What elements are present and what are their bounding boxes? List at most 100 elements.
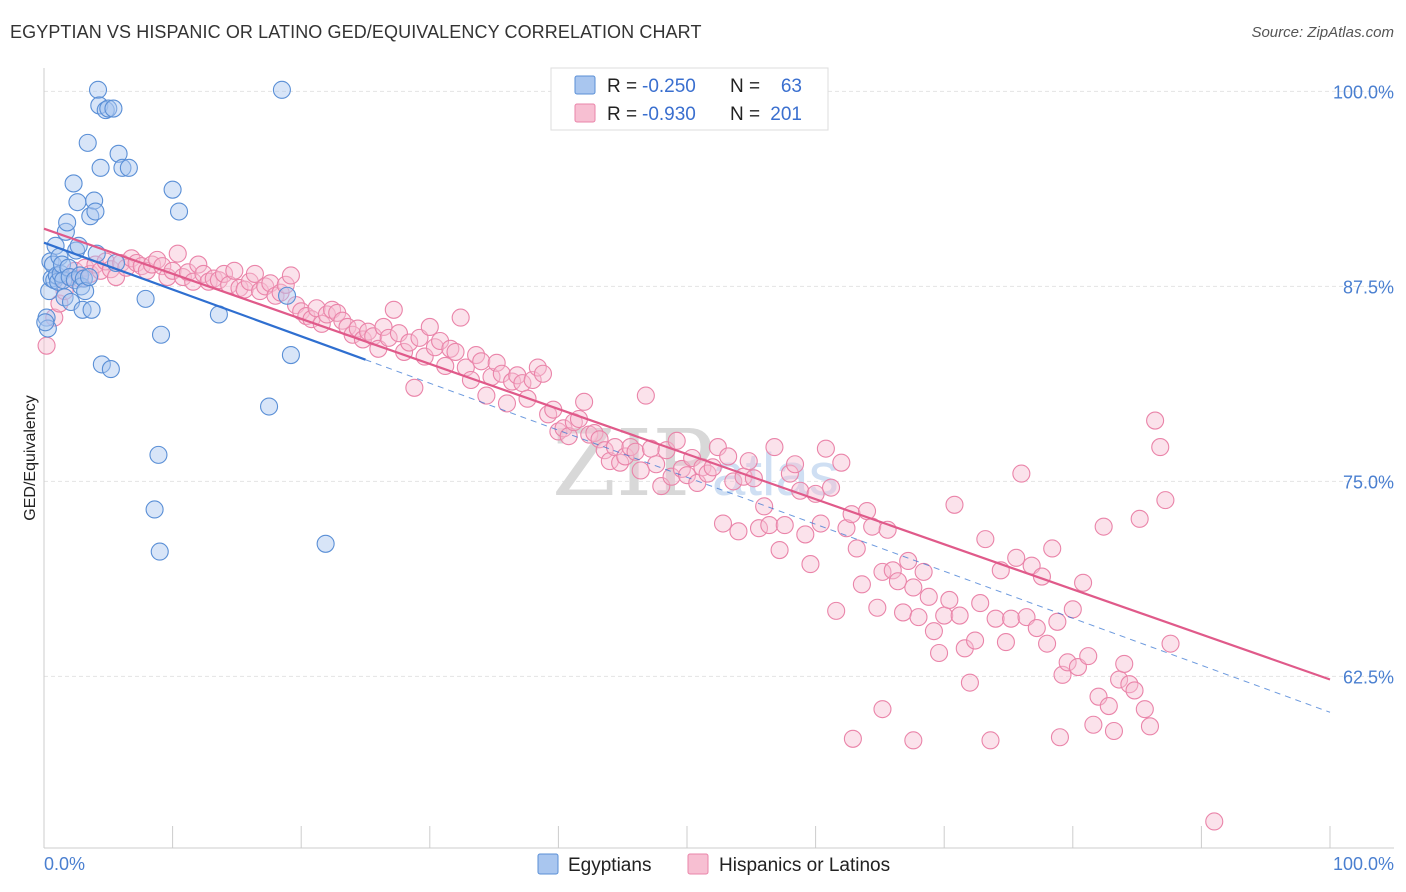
hispanic-point [1104, 721, 1124, 741]
hispanic-point [549, 422, 568, 441]
hispanic-point [1007, 548, 1026, 567]
egyptians-point [79, 267, 99, 287]
legend-swatch-egyptians [574, 75, 596, 95]
hispanic-point [1050, 728, 1069, 747]
hispanic-point [647, 455, 666, 474]
hispanic-point [1089, 687, 1108, 706]
hispanic-point [729, 522, 748, 541]
hispanic-point [755, 497, 774, 516]
hispanic-point [487, 353, 506, 372]
hispanic-point [708, 438, 727, 457]
legend-n-value-1: 63 [781, 76, 802, 97]
hispanic-point [225, 261, 244, 280]
legend-r-label-2: R = [607, 104, 637, 125]
hispanic-point [971, 594, 990, 613]
hispanic-point [883, 561, 902, 580]
hispanic-point [1027, 618, 1046, 638]
egyptians-point [119, 158, 138, 177]
egyptians-point [150, 542, 169, 561]
x-tick-label-min: 0.0% [44, 854, 85, 874]
hispanic-point [636, 386, 655, 405]
egyptians-point [169, 202, 189, 221]
hispanic-point [389, 324, 408, 343]
hispanic-point [384, 300, 403, 319]
trend-lines [43, 227, 1331, 713]
hispanic-point [374, 317, 393, 337]
hispanic-point [446, 342, 465, 361]
hispanic-point [1115, 654, 1134, 673]
hispanic-point [1156, 491, 1175, 510]
hispanic-point [256, 277, 275, 296]
hispanic-point [785, 455, 805, 474]
y-tick-label: 87.5% [1343, 277, 1394, 297]
hispanic-point [821, 478, 841, 497]
axes [43, 68, 1394, 849]
hispanic-point [996, 633, 1015, 652]
hispanic-point [1151, 438, 1170, 457]
hispanic-point [168, 244, 187, 263]
legend-bottom: Egyptians Hispanics or Latinos [537, 853, 890, 876]
hispanic-point [924, 622, 943, 641]
egyptians-trend-line [43, 241, 366, 361]
hispanic-point [888, 572, 907, 591]
egyptians-point [88, 80, 108, 99]
hispanic-point [950, 606, 969, 625]
y-axis-title: GED/Equivalency [22, 395, 39, 520]
egyptians-point [64, 174, 83, 193]
hispanic-point [1048, 612, 1067, 631]
hispanic-point [189, 255, 208, 274]
chart-title: EGYPTIAN VS HISPANIC OR LATINO GED/EQUIV… [10, 22, 702, 42]
hispanic-point [796, 525, 815, 544]
hispanic-point [1205, 812, 1224, 831]
egyptians-point [82, 300, 101, 319]
egyptians-point [78, 133, 97, 152]
hispanic-point [893, 603, 913, 622]
hispanic-point [816, 439, 835, 458]
hispanic-point [400, 333, 419, 352]
hispanic-point [1058, 653, 1077, 672]
legend-bottom-swatch-egyptians [537, 853, 559, 875]
hispanic-point [945, 495, 964, 514]
hispanic-point [832, 453, 851, 472]
hispanic-point [940, 590, 959, 610]
y-tick-label: 100.0% [1333, 82, 1394, 102]
legend-n-label-1: N = [730, 76, 760, 97]
hispanic-point [837, 519, 856, 538]
hispanic-point [1135, 700, 1154, 719]
hispanic-point [379, 328, 398, 347]
egyptians-point [316, 534, 335, 553]
egyptians-point [55, 288, 74, 307]
legend-top: R = -0.250 N = 63 R = -0.930 N = 201 [550, 67, 829, 131]
hispanic-point [868, 598, 887, 617]
hispanic-point [930, 643, 949, 663]
hispanic-point [770, 540, 789, 560]
hispanic-point [631, 461, 650, 480]
hispanic-point [626, 442, 645, 461]
hispanic-point [749, 519, 769, 538]
hispanic-point [1094, 517, 1113, 536]
hispanic-point [37, 336, 56, 355]
hispanic-point [472, 352, 491, 371]
hispanic-point [616, 447, 635, 466]
egyptians-point [109, 144, 128, 163]
egyptians-point [281, 345, 300, 365]
hispanic-point [441, 339, 460, 358]
hispanic-point [873, 700, 892, 719]
hispanic-point [713, 514, 733, 533]
hispanic-point [214, 264, 234, 283]
hispanic-point [904, 731, 923, 750]
hispanic-point [1099, 696, 1118, 716]
hispanic-point [1146, 411, 1165, 430]
legend-n-value-2: 201 [770, 104, 802, 125]
egyptians-point [36, 313, 55, 332]
hispanic-point [1074, 573, 1093, 592]
hispanic-point [1063, 600, 1082, 619]
egyptians-point [76, 282, 95, 301]
y-tick-label: 62.5% [1343, 667, 1394, 687]
hispanic-point [348, 319, 367, 338]
hispanic-point [595, 441, 614, 460]
egyptians-point [149, 445, 168, 464]
hispanic-point [960, 673, 979, 692]
egyptians-point [259, 397, 279, 416]
